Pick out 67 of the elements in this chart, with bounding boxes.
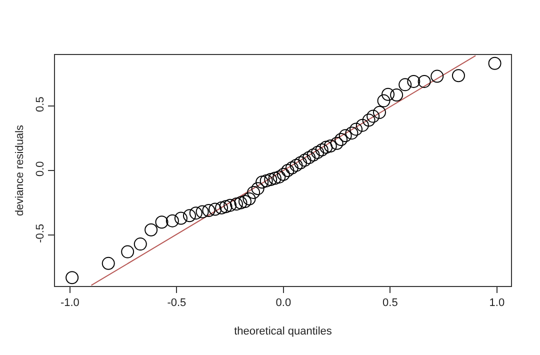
point xyxy=(276,168,290,181)
point xyxy=(285,161,298,174)
point xyxy=(324,139,337,152)
x-tick-label: -0.5 xyxy=(167,297,186,310)
point xyxy=(382,88,395,101)
point xyxy=(452,69,465,82)
point xyxy=(366,110,380,123)
point xyxy=(238,194,252,208)
point xyxy=(260,174,273,188)
point xyxy=(345,126,358,140)
y-tick-label: -0.5 xyxy=(34,224,47,243)
point xyxy=(398,78,412,92)
point xyxy=(350,122,363,136)
point xyxy=(264,173,278,186)
point xyxy=(430,70,444,83)
point xyxy=(390,88,404,102)
point xyxy=(251,182,264,196)
point xyxy=(224,198,237,212)
point xyxy=(134,238,147,251)
point xyxy=(294,156,308,170)
point xyxy=(330,136,344,150)
point xyxy=(234,196,248,210)
point xyxy=(338,129,352,142)
point xyxy=(144,223,158,236)
y-tick-label: 0.0 xyxy=(34,161,47,176)
point xyxy=(66,271,79,284)
x-tick-label: 0.0 xyxy=(276,297,292,310)
point xyxy=(174,212,188,225)
point xyxy=(121,245,134,258)
point xyxy=(298,154,312,167)
point xyxy=(362,114,376,127)
point xyxy=(230,198,243,211)
x-tick-label: 1.0 xyxy=(489,297,505,310)
point xyxy=(334,133,348,146)
point xyxy=(302,151,316,164)
point xyxy=(202,204,216,218)
point xyxy=(272,170,286,184)
point xyxy=(215,201,228,214)
y-tick-label: 0.5 xyxy=(34,96,47,112)
point xyxy=(315,143,328,156)
point xyxy=(208,202,222,216)
point xyxy=(189,206,202,220)
point xyxy=(290,158,303,172)
point xyxy=(356,118,369,132)
point xyxy=(407,74,420,88)
x-tick-label: -1.0 xyxy=(60,297,80,310)
point xyxy=(377,94,390,108)
point xyxy=(488,56,502,70)
point xyxy=(219,200,232,214)
point xyxy=(320,140,333,154)
point xyxy=(166,214,179,228)
point xyxy=(247,186,260,199)
y-axis-title: deviance residuals xyxy=(14,124,26,216)
point xyxy=(196,205,209,218)
point xyxy=(242,192,256,206)
point xyxy=(281,164,294,177)
point xyxy=(372,106,386,119)
x-tick-label: 0.5 xyxy=(382,297,398,310)
point xyxy=(155,216,168,229)
point xyxy=(102,256,115,270)
x-axis-title: theoretical quantiles xyxy=(234,325,332,338)
point xyxy=(182,209,196,222)
point xyxy=(268,172,282,185)
point xyxy=(306,148,320,162)
point xyxy=(418,74,431,88)
point xyxy=(311,146,324,159)
point xyxy=(256,176,269,189)
